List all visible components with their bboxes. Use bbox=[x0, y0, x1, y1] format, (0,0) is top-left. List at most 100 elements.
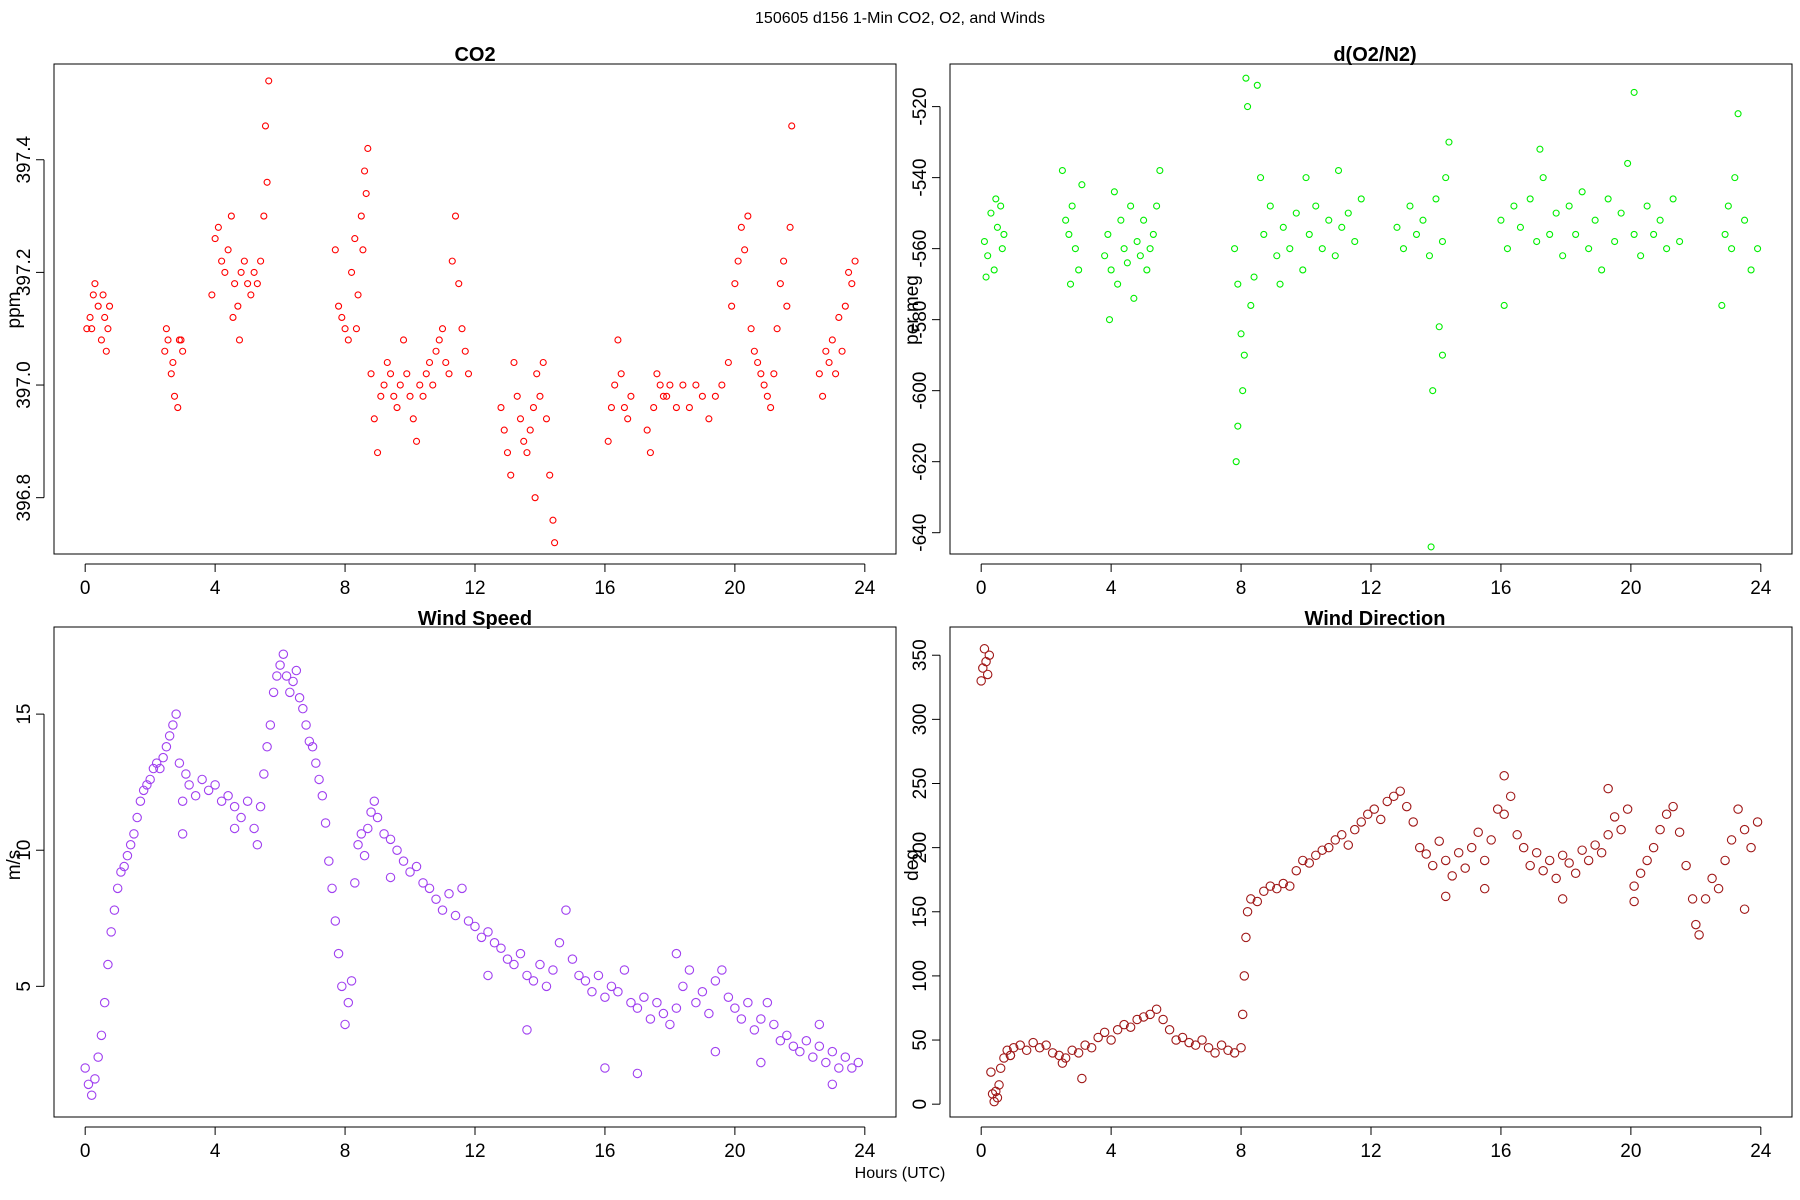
data-point bbox=[373, 449, 382, 457]
data-point bbox=[1739, 824, 1750, 835]
data-point bbox=[409, 415, 417, 423]
data-point bbox=[1077, 1073, 1087, 1084]
data-point bbox=[281, 671, 292, 681]
data-point bbox=[1557, 850, 1568, 861]
data-point bbox=[229, 801, 240, 812]
data-point bbox=[177, 796, 188, 806]
data-point bbox=[1503, 245, 1511, 253]
data-point bbox=[1073, 1048, 1084, 1058]
data-point bbox=[390, 392, 398, 400]
data-point bbox=[851, 257, 859, 265]
data-point bbox=[835, 313, 843, 321]
data-point bbox=[1401, 801, 1412, 812]
data-point bbox=[607, 404, 615, 412]
data-point bbox=[1447, 871, 1457, 881]
data-point bbox=[801, 1036, 812, 1046]
data-point bbox=[1279, 223, 1287, 231]
data-point bbox=[169, 358, 177, 367]
data-point bbox=[999, 1053, 1009, 1063]
wind-speed-panel: Wind Speed m/s 0 4 8 12 16 20 24 5 10 15 bbox=[4, 608, 897, 1162]
data-point bbox=[1598, 266, 1606, 274]
data-point bbox=[814, 1019, 825, 1030]
data-point bbox=[1557, 894, 1568, 904]
data-point bbox=[148, 763, 159, 774]
data-point bbox=[1240, 351, 1248, 359]
data-point bbox=[788, 122, 796, 130]
data-point bbox=[1629, 896, 1639, 907]
data-point bbox=[1265, 881, 1276, 891]
data-point bbox=[158, 752, 168, 763]
data-point bbox=[500, 426, 508, 434]
data-point bbox=[698, 392, 706, 400]
data-point bbox=[604, 437, 612, 445]
data-point bbox=[380, 381, 388, 389]
data-point bbox=[773, 325, 781, 333]
data-point bbox=[240, 257, 248, 265]
data-point bbox=[627, 392, 635, 400]
data-point bbox=[1356, 817, 1367, 827]
data-point bbox=[767, 404, 775, 412]
data-point bbox=[470, 921, 480, 932]
data-point bbox=[1120, 245, 1128, 253]
data-point bbox=[1021, 1045, 1032, 1056]
data-point bbox=[981, 656, 991, 667]
data-point bbox=[366, 807, 376, 817]
data-point bbox=[145, 774, 155, 785]
y-tick-label: 396.8 bbox=[14, 474, 35, 522]
data-point bbox=[1015, 1040, 1025, 1050]
plot-frame bbox=[949, 626, 1793, 1118]
data-point bbox=[718, 381, 726, 389]
data-point bbox=[1637, 252, 1645, 260]
data-point bbox=[86, 1090, 97, 1100]
data-point bbox=[827, 1079, 838, 1090]
data-point bbox=[1440, 891, 1451, 902]
data-point bbox=[1232, 458, 1240, 466]
data-point bbox=[125, 840, 136, 850]
y-tick-label: -600 bbox=[910, 372, 931, 410]
data-point bbox=[250, 268, 258, 276]
data-point bbox=[548, 965, 558, 975]
data-point bbox=[1273, 252, 1281, 260]
data-point bbox=[1382, 796, 1392, 807]
x-tick-label: 12 bbox=[464, 578, 485, 599]
data-point bbox=[671, 1003, 682, 1013]
data-point bbox=[1058, 166, 1066, 175]
data-point bbox=[632, 1068, 643, 1079]
data-point bbox=[510, 358, 518, 367]
y-tick-label: 15 bbox=[14, 704, 35, 725]
data-point bbox=[1101, 252, 1109, 260]
data-point bbox=[229, 313, 237, 321]
data-point bbox=[1247, 301, 1255, 309]
data-point bbox=[242, 796, 253, 806]
data-point bbox=[1140, 216, 1148, 224]
data-point bbox=[122, 850, 133, 861]
data-point bbox=[1237, 330, 1245, 338]
data-point bbox=[606, 981, 617, 992]
data-point bbox=[392, 845, 402, 855]
data-point bbox=[298, 703, 308, 714]
data-point bbox=[780, 257, 788, 265]
data-point bbox=[841, 302, 849, 310]
data-point bbox=[1337, 830, 1347, 840]
x-tick-label: 4 bbox=[210, 578, 221, 599]
data-point bbox=[1726, 835, 1737, 845]
data-point bbox=[164, 731, 175, 741]
data-point bbox=[314, 774, 324, 785]
data-point bbox=[109, 905, 120, 915]
data-point bbox=[1071, 245, 1079, 253]
data-point bbox=[1350, 824, 1360, 835]
data-point bbox=[210, 780, 220, 790]
data-point bbox=[982, 273, 990, 281]
data-point bbox=[1117, 216, 1125, 224]
data-point bbox=[1525, 860, 1535, 871]
data-point bbox=[529, 404, 538, 412]
data-point bbox=[1629, 881, 1639, 891]
data-point bbox=[1596, 848, 1607, 858]
data-point bbox=[383, 358, 391, 367]
data-point bbox=[684, 965, 695, 975]
data-point bbox=[1008, 1042, 1019, 1053]
data-point bbox=[167, 370, 175, 378]
data-point bbox=[1298, 855, 1308, 866]
data-point bbox=[438, 325, 447, 333]
data-point bbox=[539, 358, 547, 367]
